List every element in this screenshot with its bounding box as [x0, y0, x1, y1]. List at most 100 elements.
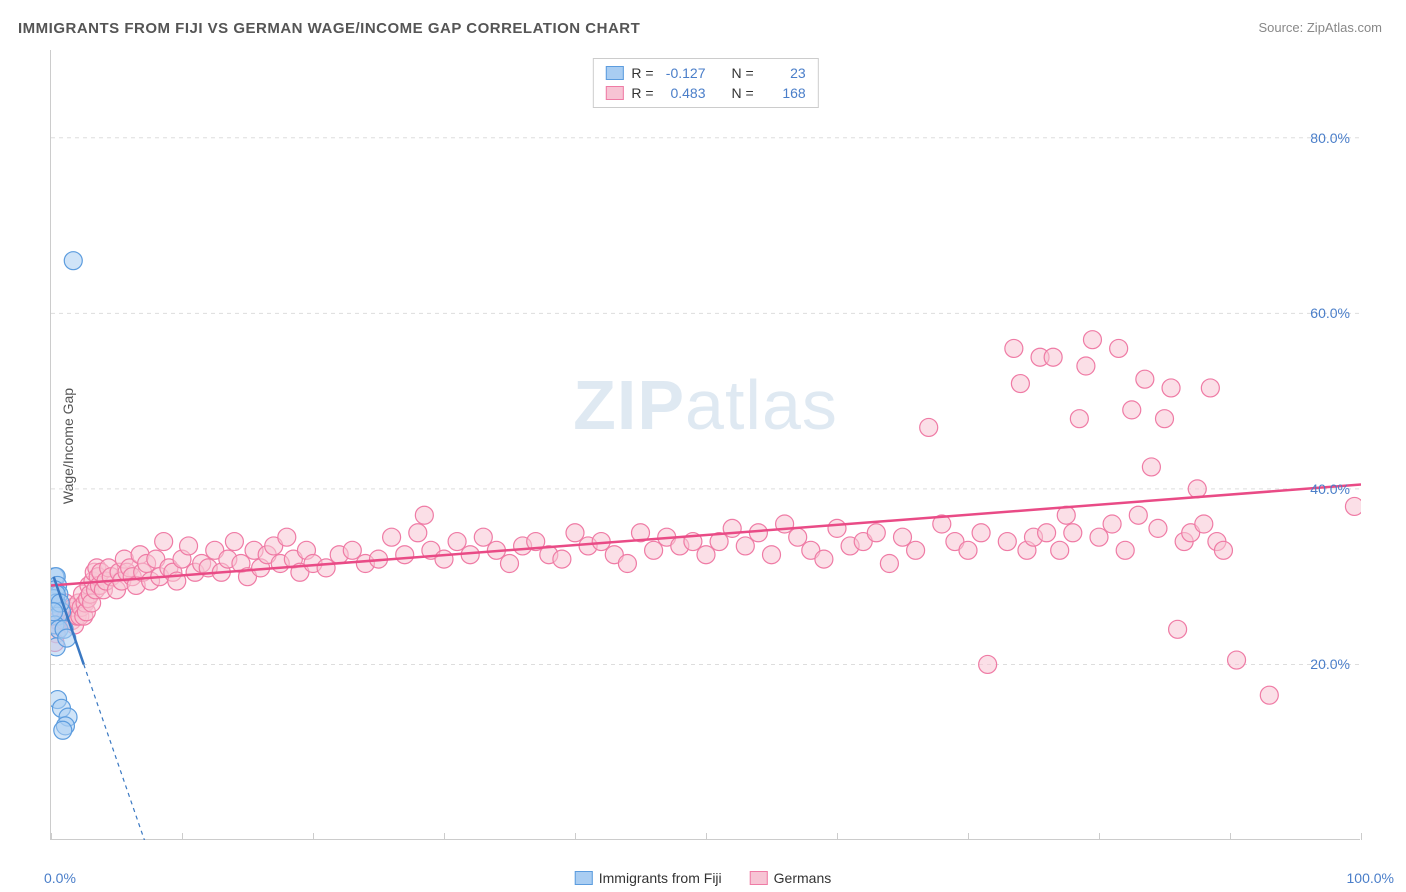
- data-point: [1077, 357, 1095, 375]
- scatter-svg: [51, 50, 1361, 840]
- data-point: [959, 541, 977, 559]
- n-value-germans: 168: [762, 83, 806, 103]
- data-point: [1136, 370, 1154, 388]
- data-point: [415, 506, 433, 524]
- r-label: R =: [631, 63, 653, 83]
- data-point: [920, 418, 938, 436]
- r-label: R =: [631, 83, 653, 103]
- x-tick: [837, 833, 838, 840]
- data-point: [278, 528, 296, 546]
- data-point: [409, 524, 427, 542]
- data-point: [1064, 524, 1082, 542]
- data-point: [1149, 519, 1167, 537]
- x-tick: [1230, 833, 1231, 840]
- data-point: [789, 528, 807, 546]
- data-point: [343, 541, 361, 559]
- swatch-germans: [605, 86, 623, 100]
- y-tick-label: 20.0%: [1310, 656, 1350, 672]
- source-attribution: Source: ZipAtlas.com: [1258, 20, 1382, 35]
- data-point: [1228, 651, 1246, 669]
- chart-container: IMMIGRANTS FROM FIJI VS GERMAN WAGE/INCO…: [0, 0, 1406, 892]
- data-point: [907, 541, 925, 559]
- data-point: [1005, 339, 1023, 357]
- data-point: [1038, 524, 1056, 542]
- data-point: [317, 559, 335, 577]
- data-point: [1142, 458, 1160, 476]
- data-point: [998, 533, 1016, 551]
- data-point: [894, 528, 912, 546]
- data-point: [435, 550, 453, 568]
- data-point: [828, 519, 846, 537]
- y-tick-label: 40.0%: [1310, 481, 1350, 497]
- data-point: [972, 524, 990, 542]
- legend-item-germans: Germans: [750, 870, 832, 886]
- data-point: [1116, 541, 1134, 559]
- swatch-fiji: [605, 66, 623, 80]
- data-point: [763, 546, 781, 564]
- x-tick: [182, 833, 183, 840]
- x-tick: [313, 833, 314, 840]
- x-axis-min-label: 0.0%: [44, 870, 76, 886]
- x-tick: [51, 833, 52, 840]
- data-point: [1260, 686, 1278, 704]
- data-point: [1083, 331, 1101, 349]
- legend-item-fiji: Immigrants from Fiji: [575, 870, 722, 886]
- legend-label-fiji: Immigrants from Fiji: [599, 870, 722, 886]
- data-point: [1214, 541, 1232, 559]
- data-point: [474, 528, 492, 546]
- data-point: [1110, 339, 1128, 357]
- data-point: [566, 524, 584, 542]
- data-point: [396, 546, 414, 564]
- n-value-fiji: 23: [762, 63, 806, 83]
- data-point: [736, 537, 754, 555]
- data-point: [1201, 379, 1219, 397]
- data-point: [1070, 410, 1088, 428]
- x-tick: [706, 833, 707, 840]
- data-point: [1051, 541, 1069, 559]
- r-value-fiji: -0.127: [662, 63, 706, 83]
- data-point: [448, 533, 466, 551]
- x-tick: [575, 833, 576, 840]
- n-label: N =: [732, 63, 754, 83]
- data-point: [1345, 497, 1361, 515]
- n-label: N =: [732, 83, 754, 103]
- data-point: [1044, 348, 1062, 366]
- data-point: [618, 555, 636, 573]
- data-point: [867, 524, 885, 542]
- data-point: [1156, 410, 1174, 428]
- data-point: [645, 541, 663, 559]
- data-point: [180, 537, 198, 555]
- data-point: [979, 655, 997, 673]
- data-point: [1103, 515, 1121, 533]
- data-point: [1129, 506, 1147, 524]
- data-point: [1188, 480, 1206, 498]
- r-value-germans: 0.483: [662, 83, 706, 103]
- data-point: [553, 550, 571, 568]
- data-point: [1090, 528, 1108, 546]
- data-point: [1011, 375, 1029, 393]
- data-point: [383, 528, 401, 546]
- data-point: [1162, 379, 1180, 397]
- x-axis-max-label: 100.0%: [1347, 870, 1394, 886]
- data-point: [1195, 515, 1213, 533]
- correlation-legend: R = -0.127 N = 23 R = 0.483 N = 168: [592, 58, 818, 108]
- y-tick-label: 80.0%: [1310, 130, 1350, 146]
- data-point: [815, 550, 833, 568]
- series-legend: Immigrants from Fiji Germans: [575, 870, 831, 886]
- swatch-germans-bottom: [750, 871, 768, 885]
- x-tick: [1099, 833, 1100, 840]
- plot-area: ZIPatlas R = -0.127 N = 23 R = 0.483 N =…: [50, 50, 1360, 840]
- chart-title: IMMIGRANTS FROM FIJI VS GERMAN WAGE/INCO…: [18, 20, 640, 37]
- data-point: [155, 533, 173, 551]
- x-tick: [1361, 833, 1362, 840]
- legend-row-germans: R = 0.483 N = 168: [605, 83, 805, 103]
- data-point: [64, 252, 82, 270]
- y-tick-label: 60.0%: [1310, 305, 1350, 321]
- x-tick: [444, 833, 445, 840]
- legend-label-germans: Germans: [774, 870, 832, 886]
- data-point: [697, 546, 715, 564]
- x-tick: [968, 833, 969, 840]
- data-point: [501, 555, 519, 573]
- data-point: [54, 721, 72, 739]
- data-point: [1123, 401, 1141, 419]
